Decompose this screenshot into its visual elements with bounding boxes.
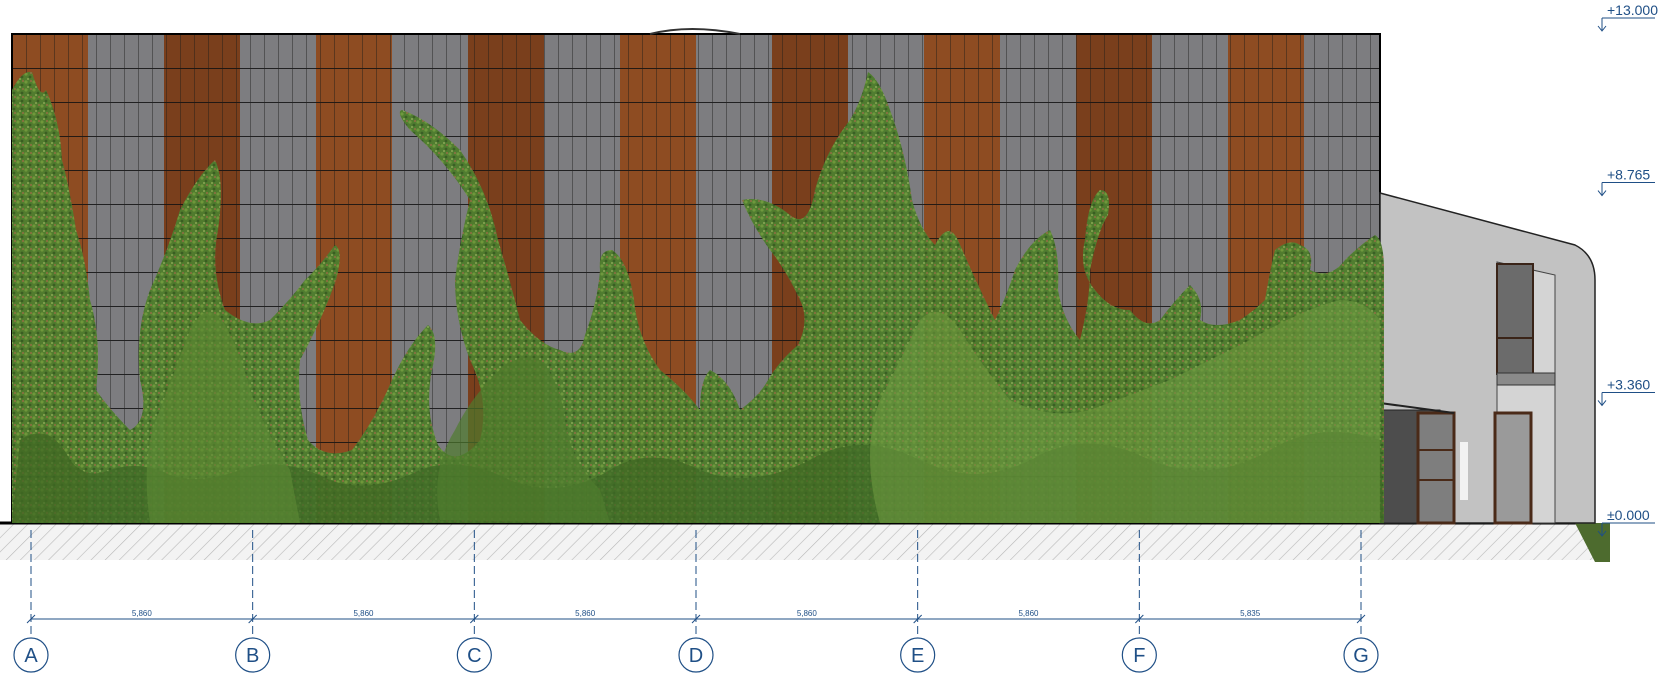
roof-dome [649,28,741,35]
grid-axis-f: F [1121,530,1157,673]
annex-balcony [1496,372,1556,386]
level-marker: +13.000 [1597,2,1658,32]
annex-upper-window [1496,263,1534,375]
level-label: +13.000 [1607,2,1658,18]
bay-dimension-label: 5,860 [353,609,374,618]
grid-axis-a: A [13,530,49,673]
level-label: ±0.000 [1607,507,1650,523]
ground-section [0,521,1610,562]
grid-axis-b: B [235,530,271,673]
grid-axis-label: B [246,645,259,667]
grid-axis-c: C [456,530,492,673]
bay-dimension-label: 5,860 [575,609,596,618]
annex-light-strip [1460,442,1468,500]
grid-axis-label: A [24,645,38,667]
structural-grid-axes: A B C D E F G [13,530,1379,673]
grid-axis-e: E [900,530,936,673]
bay-dimension-label: 5,835 [1240,609,1261,618]
grid-axis-d: D [678,530,714,673]
bay-dimension-label: 5,860 [132,609,153,618]
grid-axis-label: C [467,645,481,667]
grid-axis-g: G [1343,530,1379,673]
grid-axis-label: E [911,645,924,667]
bay-dimension-label: 5,860 [797,609,818,618]
level-markers: +13.000 +8.765 +3.360 ±0.000 [1597,2,1658,537]
level-marker: +8.765 [1597,167,1655,197]
level-label: +8.765 [1607,167,1650,183]
annex-door [1416,411,1456,525]
grid-axis-label: F [1133,645,1145,667]
level-marker: +3.360 [1597,376,1655,407]
annex-building [1379,192,1596,525]
level-marker: ±0.000 [1597,507,1655,537]
bay-dimensions: 5,860 5,860 5,860 5,860 5,860 5,835 [26,609,1366,624]
grid-axis-label: D [689,645,703,667]
bay-dimension-label: 5,860 [1018,609,1039,618]
annex-ground-window [1493,411,1533,525]
ground-planting [1575,523,1610,562]
ivy-vegetation [12,71,1384,524]
level-label: +3.360 [1607,376,1650,392]
grid-axis-label: G [1353,645,1369,667]
